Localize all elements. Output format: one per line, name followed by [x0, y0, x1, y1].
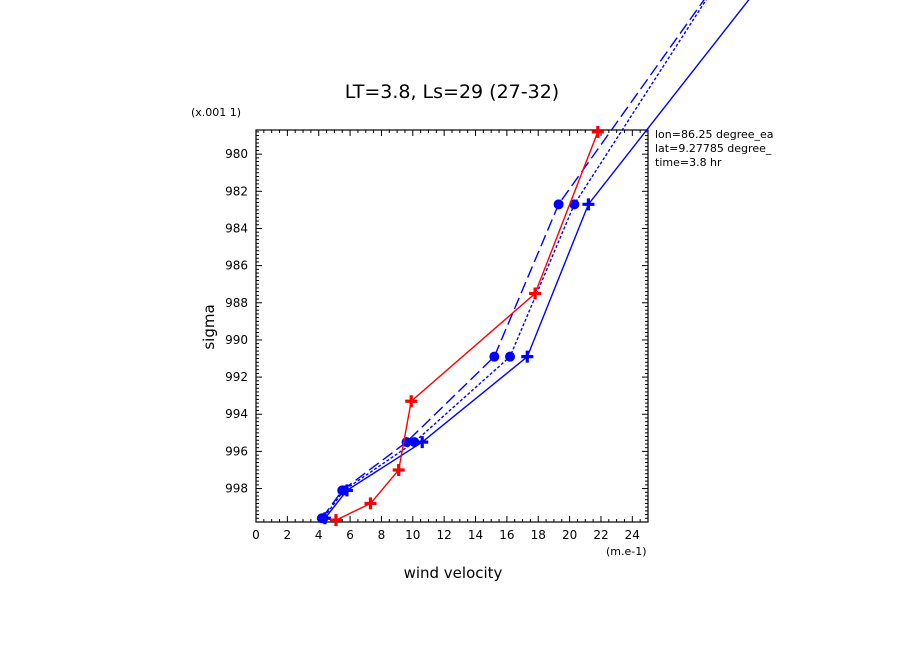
y-tick-label: 988 [225, 296, 248, 310]
info-lat: lat=9.27785 degree_ [655, 142, 772, 155]
x-tick-label: 24 [625, 528, 640, 542]
y-tick-label: 984 [225, 221, 248, 235]
series-line-3 [321, 0, 705, 519]
y-tick-label: 998 [225, 482, 248, 496]
y-tick-label: 980 [225, 147, 248, 161]
x-tick-labels: 0 2 4 6 8 10 12 14 16 18 20 22 24 [252, 528, 640, 542]
x-tick-label: 0 [252, 528, 260, 542]
y-axis-label: sigma [200, 304, 218, 349]
chart-title: LT=3.8, Ls=29 (27-32) [345, 81, 559, 103]
y-tick-label: 992 [225, 370, 248, 384]
series-4-point [591, 125, 604, 138]
y-tick-label: 990 [225, 333, 248, 347]
series-4-point [392, 463, 405, 476]
x-tick-label: 20 [562, 528, 577, 542]
x-tick-label: 18 [531, 528, 546, 542]
series-2-point [409, 437, 420, 448]
y-tick-label: 986 [225, 259, 248, 273]
series-4-point [364, 497, 377, 510]
x-tick-label: 16 [499, 528, 514, 542]
series-1-point [582, 198, 595, 211]
x-tick-label: 14 [468, 528, 483, 542]
series-3-point [553, 199, 564, 210]
x-tick-label: 10 [405, 528, 420, 542]
series-2-point [505, 351, 516, 362]
series-line-2 [322, 0, 707, 519]
x-tick-label: 8 [378, 528, 386, 542]
series-3-point [337, 485, 348, 496]
series-4-point [405, 395, 418, 408]
x-axis-label: wind velocity [404, 564, 503, 582]
x-tick-label: 12 [437, 528, 452, 542]
plot-frame [255, 129, 649, 523]
series-line-4 [335, 131, 599, 521]
x-tick-label: 2 [284, 528, 292, 542]
series-line-1 [324, 0, 750, 519]
y-axis-unit: (x.001 1) [191, 106, 241, 119]
series-3-point [489, 351, 500, 362]
series-3-point [316, 513, 327, 524]
x-tick-label: 4 [315, 528, 323, 542]
series-4-point [529, 287, 542, 300]
series-4-point [329, 514, 342, 527]
x-axis-unit: (m.e-1) [606, 545, 647, 558]
info-lon: lon=86.25 degree_ea [655, 128, 774, 141]
y-tick-labels: 980 982 984 986 988 990 992 994 996 998 [225, 147, 248, 495]
series-1-point [521, 350, 534, 363]
series-layer [316, 0, 750, 527]
x-tick-label: 6 [346, 528, 354, 542]
axis-ticks [255, 130, 649, 523]
y-tick-label: 982 [225, 184, 248, 198]
y-tick-label: 996 [225, 444, 248, 458]
series-2-point [569, 199, 580, 210]
y-tick-label: 994 [225, 407, 248, 421]
x-tick-label: 22 [593, 528, 608, 542]
info-time: time=3.8 hr [655, 156, 722, 169]
